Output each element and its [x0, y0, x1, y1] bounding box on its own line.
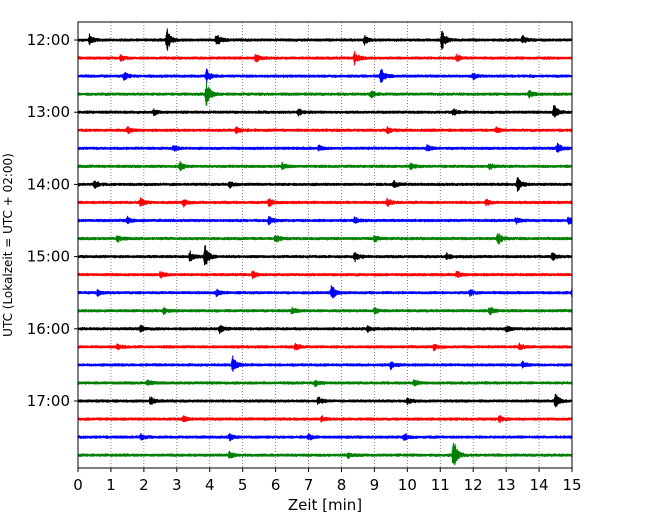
trace-line: [77, 324, 573, 335]
x-axis-label: Zeit [min]: [288, 496, 362, 514]
trace-line: [77, 68, 573, 83]
x-tick-label: 3: [172, 476, 182, 494]
trace-line: [77, 355, 573, 372]
x-tick-label: 10: [398, 476, 417, 494]
y-axis-label: UTC (Lokalzeit = UTC + 02:00): [1, 153, 15, 337]
trace-line: [77, 270, 573, 280]
x-tick-label: 11: [431, 476, 450, 494]
y-axis: 12:00 13:00 14:00 15:00 16:00 17:00: [27, 31, 78, 410]
trace-line: [77, 285, 573, 299]
trace-line: [77, 432, 573, 442]
trace-line: [77, 244, 573, 266]
y-tick-label: 12:00: [27, 31, 70, 49]
trace-line: [77, 233, 573, 245]
vertical-grid: [110, 22, 540, 468]
trace-line: [77, 82, 573, 106]
trace-line: [77, 160, 573, 172]
x-tick-label: 7: [304, 476, 314, 494]
y-tick-label: 15:00: [27, 248, 70, 266]
trace-line: [77, 306, 573, 316]
y-tick-label: 17:00: [27, 392, 70, 410]
trace-line: [77, 442, 573, 466]
x-axis: 0 1 2 3 4 5 6 7 8 9 10 11 12 13 14 15: [73, 468, 582, 494]
trace-line: [77, 393, 573, 408]
trace-area: [77, 28, 573, 466]
x-tick-label: 12: [464, 476, 483, 494]
x-tick-label: 2: [139, 476, 149, 494]
x-tick-label: 0: [73, 476, 83, 494]
trace-line: [77, 197, 573, 208]
trace-line: [77, 126, 573, 135]
trace-line: [77, 379, 573, 388]
x-tick-label: 8: [337, 476, 347, 494]
x-tick-label: 14: [530, 476, 549, 494]
trace-line: [77, 342, 573, 352]
y-tick-label: 13:00: [27, 103, 70, 121]
x-tick-label: 15: [562, 476, 581, 494]
trace-line: [77, 215, 573, 226]
trace-line: [77, 415, 573, 423]
y-tick-label: 14:00: [27, 175, 70, 193]
trace-line: [77, 105, 573, 118]
trace-line: [77, 28, 573, 51]
x-tick-label: 5: [238, 476, 248, 494]
x-tick-label: 9: [370, 476, 380, 494]
trace-line: [77, 50, 573, 66]
trace-line: [77, 142, 573, 153]
trace-line: [77, 176, 573, 192]
y-tick-label: 16:00: [27, 320, 70, 338]
plot-frame: [77, 21, 573, 469]
x-tick-label: 4: [205, 476, 215, 494]
x-tick-label: 1: [106, 476, 116, 494]
x-tick-label: 6: [271, 476, 281, 494]
x-tick-label: 13: [497, 476, 516, 494]
